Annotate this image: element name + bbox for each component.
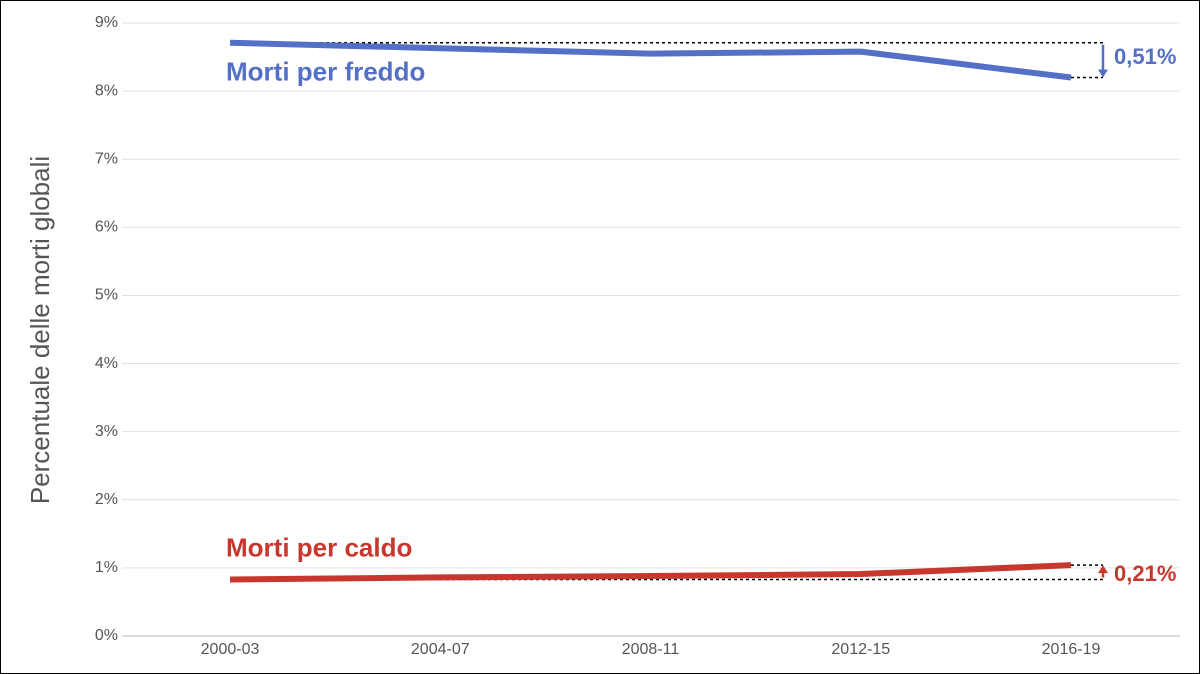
change-arrow-head bbox=[1098, 565, 1108, 574]
change-label: 0,21% bbox=[1114, 561, 1176, 586]
x-tick-label: 2008-11 bbox=[622, 641, 680, 658]
change-arrow-head bbox=[1098, 69, 1108, 78]
series-line bbox=[229, 39, 1072, 81]
x-tick-label: 2012-15 bbox=[831, 641, 890, 658]
y-tick-label: 1% bbox=[95, 559, 118, 576]
y-axis-label: Percentuale delle morti globali bbox=[25, 156, 55, 504]
y-tick-label: 6% bbox=[95, 219, 118, 236]
change-label: 0,51% bbox=[1114, 44, 1176, 69]
series-label: Morti per caldo bbox=[226, 532, 412, 562]
y-tick-label: 5% bbox=[95, 287, 118, 304]
y-tick-label: 3% bbox=[95, 423, 118, 440]
y-tick-label: 8% bbox=[95, 82, 118, 99]
y-tick-label: 4% bbox=[95, 355, 118, 372]
y-tick-label: 2% bbox=[95, 491, 118, 508]
x-tick-label: 2004-07 bbox=[411, 641, 470, 658]
x-tick-label: 2016-19 bbox=[1042, 641, 1101, 658]
y-tick-label: 7% bbox=[95, 150, 118, 167]
series-label: Morti per freddo bbox=[226, 57, 425, 87]
series-line bbox=[229, 562, 1072, 583]
y-tick-label: 9% bbox=[95, 14, 118, 31]
x-tick-label: 2000-03 bbox=[201, 641, 260, 658]
y-tick-label: 0% bbox=[95, 627, 118, 644]
